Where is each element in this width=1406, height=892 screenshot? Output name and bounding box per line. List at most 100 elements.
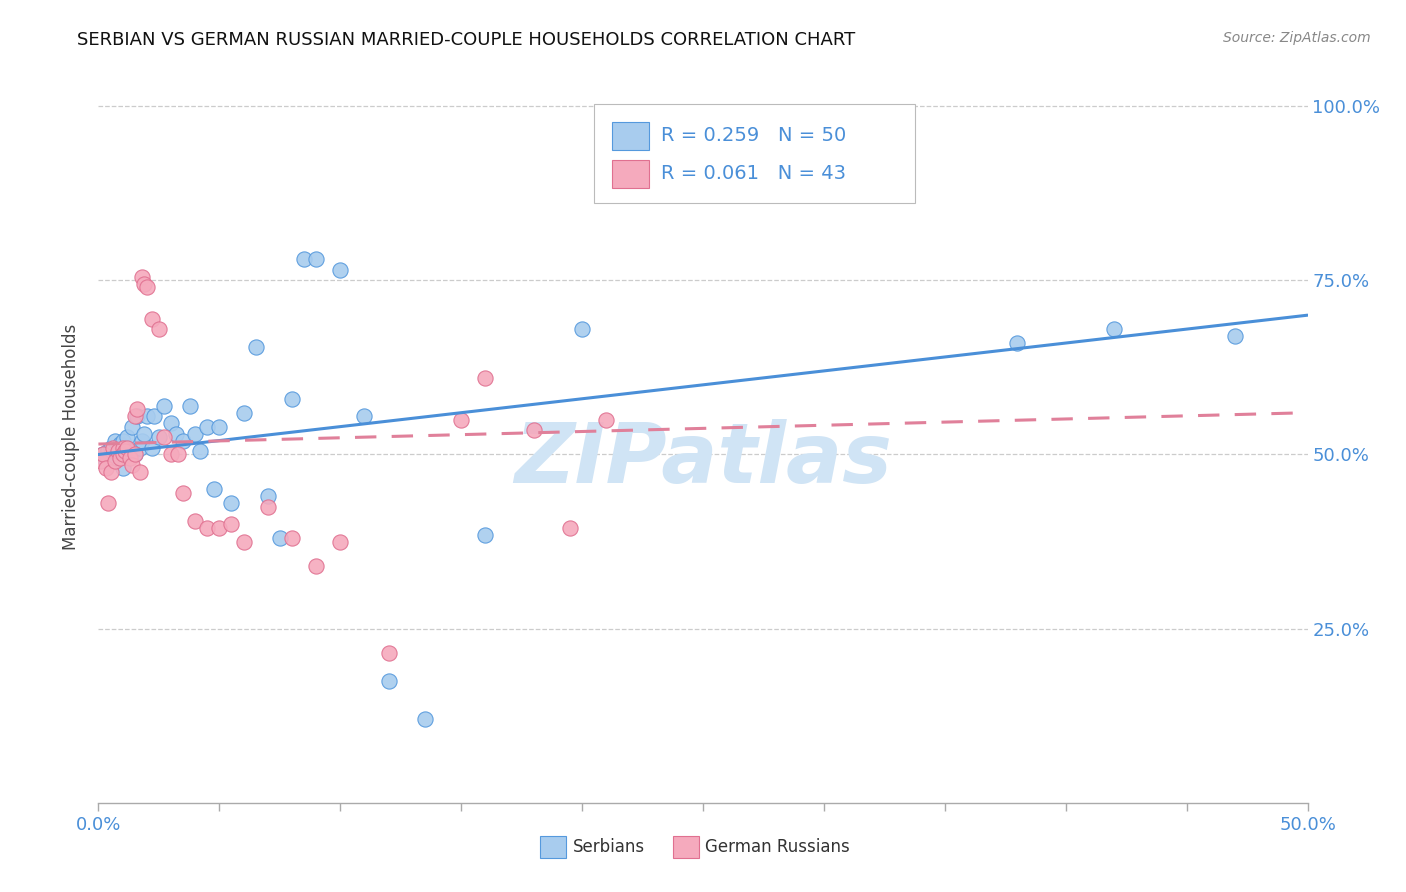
Point [97, 496, 120, 510]
Point [558, 521, 581, 535]
Point [100, 441, 122, 455]
Point [131, 269, 153, 284]
Point [184, 426, 207, 441]
Text: ZIPatlas: ZIPatlas [515, 418, 891, 500]
Point [1007, 336, 1029, 351]
Point [141, 311, 163, 326]
Point [232, 406, 254, 420]
Point [281, 392, 304, 406]
FancyBboxPatch shape [613, 122, 648, 150]
Point [111, 441, 134, 455]
Point [179, 399, 201, 413]
Point [127, 409, 149, 424]
Point [111, 434, 134, 448]
Point [256, 500, 278, 514]
Point [523, 423, 546, 437]
Point [232, 534, 254, 549]
Text: R = 0.259   N = 50: R = 0.259 N = 50 [661, 127, 846, 145]
Point [135, 280, 157, 294]
FancyBboxPatch shape [613, 160, 648, 187]
FancyBboxPatch shape [540, 836, 567, 858]
Point [104, 454, 127, 468]
Point [450, 412, 472, 426]
Point [131, 434, 153, 448]
Point [101, 441, 124, 455]
Point [281, 531, 304, 545]
Point [114, 444, 136, 458]
Text: SERBIAN VS GERMAN RUSSIAN MARRIED-COUPLE HOUSEHOLDS CORRELATION CHART: SERBIAN VS GERMAN RUSSIAN MARRIED-COUPLE… [77, 31, 856, 49]
Point [107, 444, 129, 458]
Point [141, 441, 163, 455]
Point [167, 448, 190, 462]
Point [134, 277, 156, 291]
Point [204, 483, 226, 497]
Point [188, 444, 211, 458]
Point [134, 426, 156, 441]
Point [195, 419, 218, 434]
Point [305, 558, 328, 573]
Point [152, 399, 174, 413]
Point [256, 489, 278, 503]
Y-axis label: Married-couple Households: Married-couple Households [62, 324, 80, 550]
Point [165, 426, 187, 441]
Text: Source: ZipAtlas.com: Source: ZipAtlas.com [1223, 31, 1371, 45]
Text: Serbians: Serbians [572, 838, 644, 855]
Point [160, 416, 183, 430]
Point [377, 646, 399, 660]
Point [1223, 329, 1246, 343]
Point [329, 534, 352, 549]
Point [595, 412, 617, 426]
Point [121, 419, 143, 434]
Point [128, 441, 150, 455]
Point [571, 322, 593, 336]
Point [94, 461, 117, 475]
Point [94, 454, 117, 468]
Point [114, 441, 136, 455]
Point [152, 430, 174, 444]
Point [160, 448, 183, 462]
Point [111, 448, 134, 462]
Point [124, 448, 146, 462]
Point [90, 454, 112, 468]
Point [111, 461, 134, 475]
Text: R = 0.061   N = 43: R = 0.061 N = 43 [661, 164, 845, 183]
Point [305, 252, 328, 267]
Point [101, 450, 124, 465]
Point [104, 434, 127, 448]
Point [108, 450, 131, 465]
Point [184, 514, 207, 528]
Point [195, 521, 218, 535]
Point [1102, 322, 1125, 336]
Point [353, 409, 375, 424]
Point [117, 441, 139, 455]
Point [221, 496, 243, 510]
Point [172, 485, 194, 500]
Point [118, 444, 141, 458]
Text: German Russians: German Russians [706, 838, 851, 855]
Point [208, 419, 231, 434]
Point [91, 448, 114, 462]
Point [124, 409, 146, 424]
Point [377, 673, 399, 688]
Point [117, 430, 139, 444]
Point [91, 448, 114, 462]
Point [245, 339, 267, 353]
FancyBboxPatch shape [672, 836, 699, 858]
Point [148, 430, 170, 444]
Point [107, 448, 129, 462]
Point [118, 450, 141, 465]
Point [108, 437, 131, 451]
Point [292, 252, 315, 267]
Point [97, 444, 120, 458]
Point [127, 402, 149, 417]
Point [221, 517, 243, 532]
Point [121, 458, 143, 472]
Point [135, 409, 157, 424]
Point [100, 465, 122, 479]
Point [474, 371, 496, 385]
FancyBboxPatch shape [595, 104, 915, 203]
Point [208, 521, 231, 535]
Point [269, 531, 291, 545]
Point [474, 527, 496, 541]
Point [124, 448, 146, 462]
